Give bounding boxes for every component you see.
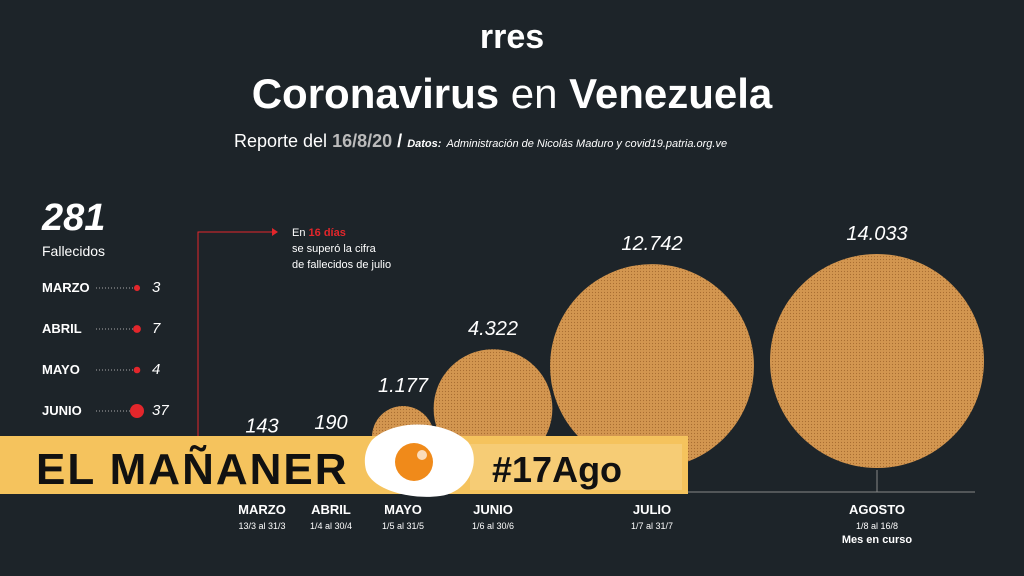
category-label: MARZO [238, 502, 286, 517]
value-label: 4.322 [468, 318, 518, 340]
separator: / [397, 131, 402, 151]
category-label: ABRIL [311, 502, 351, 517]
logo: rres [480, 18, 544, 56]
date-range: 13/3 al 31/3 [238, 521, 285, 531]
bubble [550, 264, 754, 468]
month-label: MARZO [42, 280, 90, 295]
source: Administración de Nicolás Maduro y covid… [445, 138, 727, 150]
callout-arrow [272, 228, 278, 236]
hashtag: #17Ago [492, 449, 622, 490]
current-month-note: Mes en curso [842, 534, 913, 546]
callout-text: En [292, 227, 305, 239]
date-range: 1/8 al 16/8 [856, 521, 898, 531]
total-deaths: 281 [41, 197, 105, 239]
value-label: 143 [245, 415, 278, 437]
tag-bg [470, 444, 682, 490]
category-label: AGOSTO [849, 502, 905, 517]
report-date: 16/8/20 [332, 131, 392, 151]
category-label: JULIO [633, 502, 671, 517]
source-label: Datos: [407, 138, 442, 150]
deaths-panel: 281 Fallecidos MARZO 3 ABRIL 7 MAYO 4 JUNIO 37 [41, 197, 169, 419]
value-label: 12.742 [621, 233, 682, 255]
callout-highlight: 16 días [309, 227, 346, 239]
value-label: 1.177 [378, 375, 429, 397]
category-label: MAYO [384, 502, 422, 517]
death-value: 4 [152, 361, 160, 378]
death-dot [133, 366, 141, 374]
date-range: 1/4 al 30/4 [310, 521, 352, 531]
month-label: MAYO [42, 362, 80, 377]
death-dot [133, 325, 141, 333]
callout: En 16 días [292, 227, 346, 239]
banner-bg [0, 436, 688, 494]
egg-shine [417, 450, 427, 460]
title-part: Coronavirus [252, 70, 499, 117]
death-dot [130, 404, 144, 418]
bubble [770, 254, 984, 468]
show-name: EL MAÑANER [36, 444, 349, 494]
subtitle: Reporte del 16/8/20 / Datos: Administrac… [234, 131, 727, 151]
month-label: ABRIL [42, 321, 82, 336]
value-label: 190 [314, 412, 347, 434]
total-label: Fallecidos [42, 243, 105, 259]
date-range: 1/6 al 30/6 [472, 521, 514, 531]
death-value: 37 [152, 402, 169, 419]
date-range: 1/7 al 31/7 [631, 521, 673, 531]
bubble-chart: 143 MARZO 13/3 al 31/3 190 ABRIL 1/4 al 30/4 1… [238, 223, 984, 546]
title-part: en [511, 70, 558, 117]
month-label: JUNIO [42, 403, 82, 418]
callout-line [197, 231, 275, 470]
value-label: 14.033 [846, 223, 907, 245]
title: Coronavirus en Venezuela [252, 70, 773, 117]
overlay-banner: EL MAÑANER #17Ago [0, 424, 688, 497]
subtitle-prefix: Reporte del [234, 131, 327, 151]
title-part: Venezuela [569, 70, 773, 117]
date-range: 1/5 al 31/5 [382, 521, 424, 531]
callout-text: de fallecidos de julio [292, 259, 391, 271]
death-dot [133, 284, 141, 292]
callout-text: se superó la cifra [292, 243, 377, 255]
death-value: 3 [152, 279, 161, 296]
egg-yolk [395, 443, 433, 481]
category-label: JUNIO [473, 502, 513, 517]
death-value: 7 [152, 320, 161, 337]
